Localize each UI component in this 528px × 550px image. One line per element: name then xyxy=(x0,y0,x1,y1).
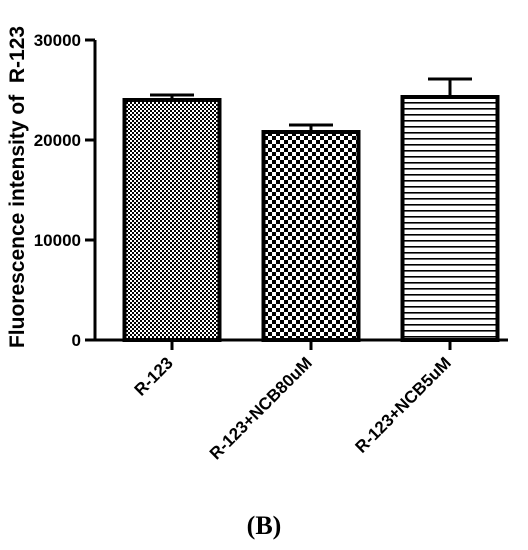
y-tick-label: 20000 xyxy=(34,131,81,150)
figure-caption: (B) xyxy=(246,511,282,540)
y-tick-label: 30000 xyxy=(34,31,81,50)
chart-canvas: 0 10000 20000 30000 R-123 R-123+NCB80uM R-123+… xyxy=(6,26,508,463)
bar-3 xyxy=(400,95,500,342)
bar-1 xyxy=(122,98,222,342)
y-tick-label: 0 xyxy=(72,331,81,350)
x-tick-label: R-123+NCB80uM xyxy=(206,353,316,463)
x-tick-label: R-123 xyxy=(131,353,177,399)
x-tick-label: R-123+NCB5uM xyxy=(352,353,455,456)
y-tick-label: 10000 xyxy=(34,231,81,250)
bar-2 xyxy=(261,130,361,342)
y-axis-title: Fluorescence intensity of R-123 xyxy=(6,26,29,348)
